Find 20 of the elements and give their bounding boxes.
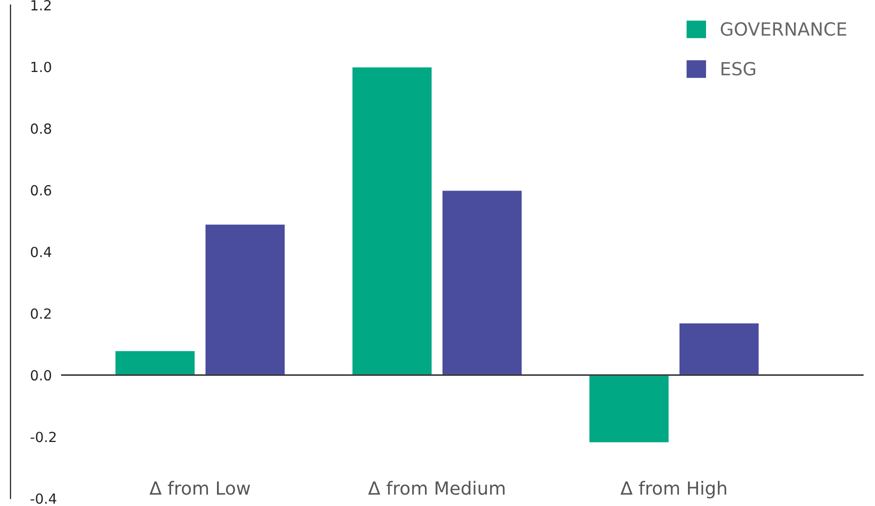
- y-tick-label: 0.8: [30, 123, 52, 134]
- y-tick-label: 0.0: [30, 370, 52, 381]
- x-tick-label: Δ from Low: [150, 480, 250, 495]
- y-tick-label: 0.6: [30, 185, 52, 196]
- bar: [588, 374, 670, 444]
- x-tick-label: Δ from High: [620, 480, 726, 498]
- y-tick-label: 1.0: [31, 62, 52, 72]
- y-tick-label: 0.4: [30, 246, 52, 258]
- x-tick-label: Δ from Medium: [368, 480, 505, 495]
- legend-label: GOVERNANCE: [720, 22, 846, 36]
- bar: [114, 350, 196, 376]
- bar: [678, 322, 760, 376]
- y-tick-label: -0.2: [30, 432, 56, 442]
- y-tick-label: -0.4: [30, 493, 56, 504]
- y-tick-label: 1.2: [31, 0, 51, 10]
- bar: [351, 66, 434, 376]
- bar: [441, 189, 524, 376]
- y-tick-label: 0.2: [30, 308, 51, 319]
- bar: [204, 223, 286, 376]
- legend-label: ESG: [722, 62, 756, 76]
